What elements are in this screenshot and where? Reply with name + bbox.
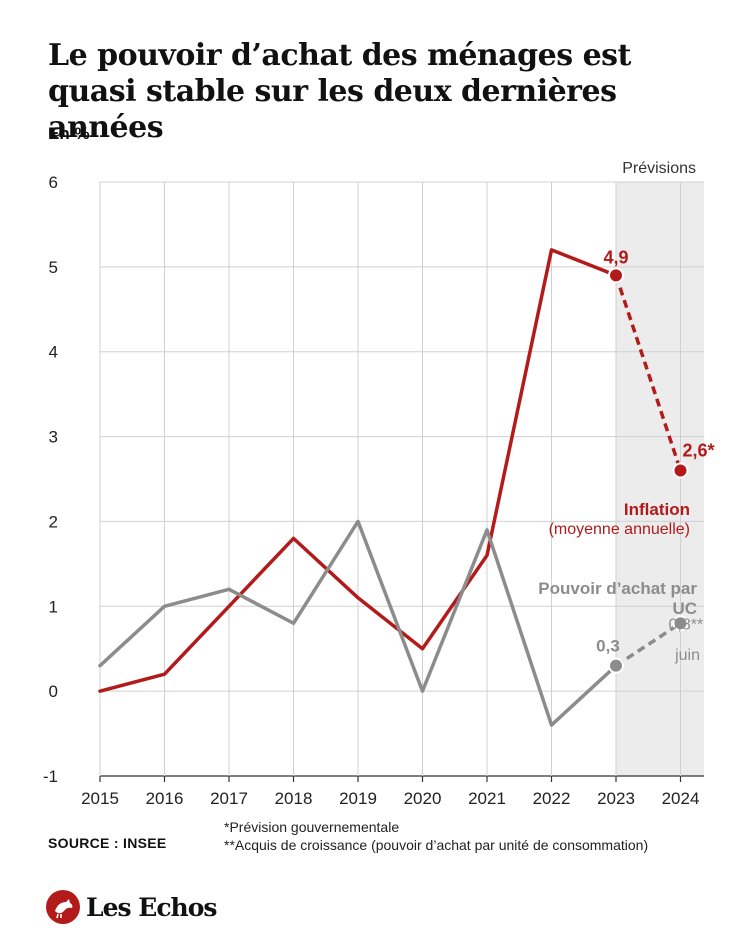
series-subtitle-inflation: (moyenne annuelle): [549, 521, 690, 538]
footnote-acquis: **Acquis de croissance (pouvoir d’achat …: [224, 837, 649, 853]
x-tick-label: 2021: [468, 789, 506, 808]
data-label: 0,3: [596, 637, 620, 656]
series-name-purchasing-power: Pouvoir d’achat par: [538, 579, 697, 598]
brand-name: Les Echos: [86, 892, 217, 922]
y-tick-label: -1: [43, 767, 58, 786]
series-point-1: [608, 657, 624, 674]
footnotes: *Prévision gouvernementale **Acquis de c…: [224, 818, 648, 854]
y-tick-label: 2: [49, 512, 58, 531]
x-tick-label: 2020: [404, 789, 442, 808]
series-point-1: [672, 615, 689, 632]
line-chart: Prévisions -1 0 1 2 3 4 5 6 2015 2016 2017 2018 2019 2…: [43, 160, 715, 808]
x-tick-label: 2023: [597, 789, 635, 808]
x-tick-label: 2016: [146, 789, 184, 808]
x-tick-label: 2015: [81, 789, 119, 808]
data-label: 4,9: [603, 247, 628, 267]
x-tick-label: 2017: [210, 789, 248, 808]
series-point-0: [608, 267, 624, 284]
series-point-0: [672, 462, 689, 479]
y-tick-label: 5: [49, 258, 58, 277]
source-label: SOURCE : INSEE: [48, 835, 167, 851]
series-line-0: [98, 248, 618, 693]
data-label: 2,6*: [683, 441, 715, 461]
x-tick-label: 2024: [662, 789, 700, 808]
chart-title: Le pouvoir d’achat des ménages est quasi…: [48, 38, 631, 145]
rooster-icon: [46, 890, 80, 924]
series-forecast-line-0: [614, 274, 683, 472]
series-line-1: [98, 519, 618, 727]
y-tick-label: 4: [49, 343, 58, 362]
y-tick-label: 1: [49, 597, 58, 616]
data-label: 0,8**: [669, 616, 704, 633]
series-name-inflation: Inflation: [624, 500, 690, 519]
series-name-purchasing-power: UC: [672, 599, 697, 618]
forecast-band: [616, 182, 704, 776]
y-tick-label: 6: [49, 173, 58, 192]
unit-label: En %: [48, 124, 90, 143]
footnote-forecast: *Prévision gouvernementale: [224, 819, 400, 835]
x-tick-label: 2022: [533, 789, 571, 808]
forecast-label: Prévisions: [622, 160, 696, 177]
x-tick-label: 2019: [339, 789, 377, 808]
series-subtitle-purchasing-power: juin: [674, 647, 700, 664]
y-tick-label: 3: [49, 428, 58, 447]
brand-logo: Les Echos: [46, 890, 217, 924]
y-tick-label: 0: [49, 682, 58, 701]
x-tick-label: 2018: [275, 789, 313, 808]
